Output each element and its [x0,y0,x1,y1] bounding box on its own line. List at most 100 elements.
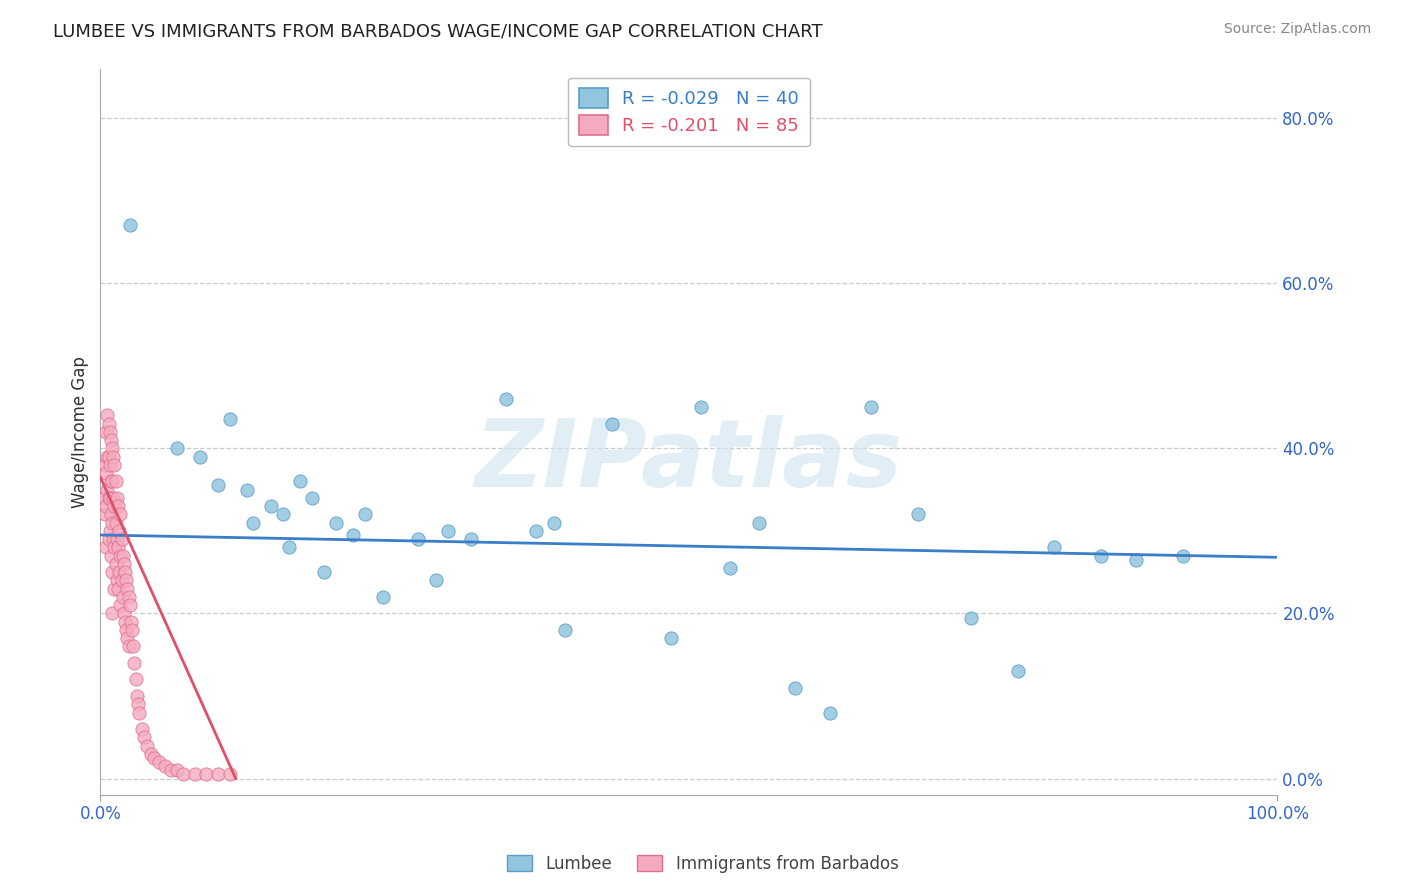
Point [112,607,135,621]
Legend: Lumbee, Immigrants from Barbados: Lumbee, Immigrants from Barbados [501,848,905,880]
Point [1007,664,1029,678]
Point [271,508,294,522]
Point [93,491,115,505]
Point [110,598,132,612]
Point [183,767,205,781]
Point [115,623,138,637]
Point [325,516,347,530]
Point [425,574,447,588]
Point [124,656,146,670]
Point [131,722,153,736]
Point [117,631,139,645]
Point [124,673,146,687]
Point [190,450,212,464]
Point [907,508,929,522]
Point [543,516,565,530]
Point [118,598,141,612]
Point [160,764,183,778]
Point [112,557,135,571]
Point [218,412,240,426]
Point [290,475,312,489]
Point [132,731,155,745]
Point [105,574,128,588]
Point [120,615,142,629]
Point [127,698,149,712]
Point [100,433,122,447]
Point [97,532,120,546]
Point [100,508,122,522]
Point [128,706,150,720]
Point [105,532,128,546]
Point [117,640,139,654]
Point [110,574,132,588]
Point [748,516,770,530]
Point [104,475,127,489]
Point [207,767,229,781]
Point [659,631,682,645]
Point [312,565,335,579]
Point [195,767,218,781]
Point [97,450,120,464]
Point [96,541,118,555]
Point [103,582,125,596]
Point [104,516,127,530]
Point [105,491,128,505]
Point [460,532,482,546]
Point [107,499,129,513]
Point [98,458,121,472]
Point [96,425,118,439]
Y-axis label: Wage/Income Gap: Wage/Income Gap [72,356,89,508]
Point [101,565,124,579]
Point [136,739,159,753]
Point [104,557,127,571]
Point [143,751,166,765]
Text: LUMBEE VS IMMIGRANTS FROM BARBADOS WAGE/INCOME GAP CORRELATION CHART: LUMBEE VS IMMIGRANTS FROM BARBADOS WAGE/… [53,22,823,40]
Point [718,561,741,575]
Point [1042,541,1064,555]
Point [139,747,162,761]
Point [1173,549,1195,563]
Point [100,549,122,563]
Point [172,767,194,781]
Point [117,590,139,604]
Point [118,219,141,233]
Point [96,483,118,497]
Point [96,499,118,513]
Point [108,565,131,579]
Point [107,541,129,555]
Point [115,574,138,588]
Point [860,400,883,414]
Point [371,590,394,604]
Point [218,767,240,781]
Point [242,516,264,530]
Point [98,524,121,538]
Point [354,508,377,522]
Point [101,516,124,530]
Point [122,640,145,654]
Point [689,400,711,414]
Point [436,524,458,538]
Point [602,417,624,431]
Point [97,417,120,431]
Point [111,549,134,563]
Point [107,582,129,596]
Point [121,623,143,637]
Point [117,582,139,596]
Point [1125,553,1147,567]
Point [103,532,125,546]
Point [818,706,841,720]
Point [98,491,121,505]
Point [103,541,125,555]
Point [94,458,117,472]
Point [98,425,121,439]
Point [495,392,517,406]
Point [166,442,188,456]
Point [148,755,170,769]
Point [554,623,576,637]
Point [783,681,806,695]
Point [111,590,134,604]
Point [101,442,124,456]
Point [94,508,117,522]
Point [110,508,132,522]
Text: Source: ZipAtlas.com: Source: ZipAtlas.com [1223,22,1371,37]
